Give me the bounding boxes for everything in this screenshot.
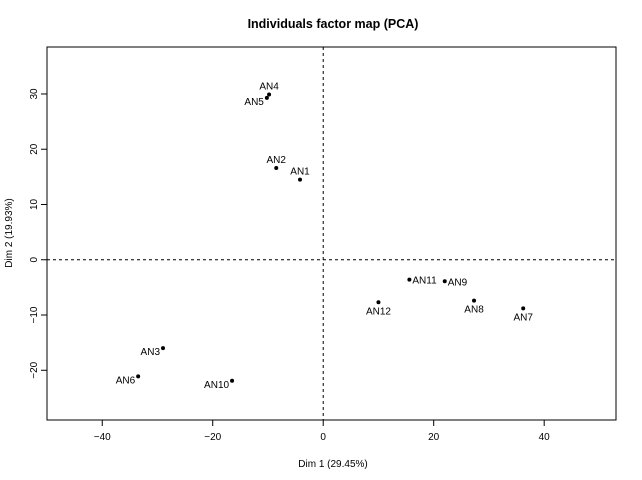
point-label: AN1 xyxy=(290,167,310,178)
y-tick-label: 10 xyxy=(29,198,40,210)
data-point xyxy=(161,346,166,351)
point-label: AN10 xyxy=(204,380,229,391)
chart-title: Individuals factor map (PCA) xyxy=(248,17,419,31)
data-point xyxy=(442,279,447,284)
x-tick-label: 40 xyxy=(539,432,551,443)
y-tick-label: 30 xyxy=(29,88,40,100)
point-label: AN7 xyxy=(513,312,533,323)
data-point xyxy=(472,298,477,303)
point-label: AN4 xyxy=(259,82,279,93)
point-label: AN6 xyxy=(116,375,136,386)
data-point xyxy=(521,306,526,311)
data-point xyxy=(274,166,279,171)
point-label: AN5 xyxy=(244,97,264,108)
x-tick-label: 0 xyxy=(320,432,326,443)
y-axis-label: Dim 2 (19.93%) xyxy=(4,198,15,267)
data-point xyxy=(136,374,141,379)
data-point xyxy=(267,92,272,97)
data-point xyxy=(298,177,303,182)
data-point xyxy=(230,378,235,383)
point-label: AN3 xyxy=(141,347,161,358)
y-tick-label: −20 xyxy=(29,361,40,378)
point-label: AN9 xyxy=(448,277,468,288)
plot-frame xyxy=(46,46,617,421)
point-label: AN11 xyxy=(412,276,437,287)
y-tick-label: 0 xyxy=(29,257,40,263)
data-point xyxy=(376,300,381,305)
x-tick-label: 20 xyxy=(428,432,440,443)
data-point xyxy=(264,95,269,100)
y-tick-label: −10 xyxy=(29,306,40,323)
x-tick-label: −40 xyxy=(94,432,111,443)
x-axis-label: Dim 1 (29.45%) xyxy=(298,459,367,470)
point-label: AN2 xyxy=(267,155,287,166)
data-point xyxy=(407,277,412,282)
x-tick-label: −20 xyxy=(204,432,221,443)
point-label: AN8 xyxy=(464,305,484,316)
y-tick-label: 20 xyxy=(29,143,40,155)
point-label: AN12 xyxy=(366,306,391,317)
